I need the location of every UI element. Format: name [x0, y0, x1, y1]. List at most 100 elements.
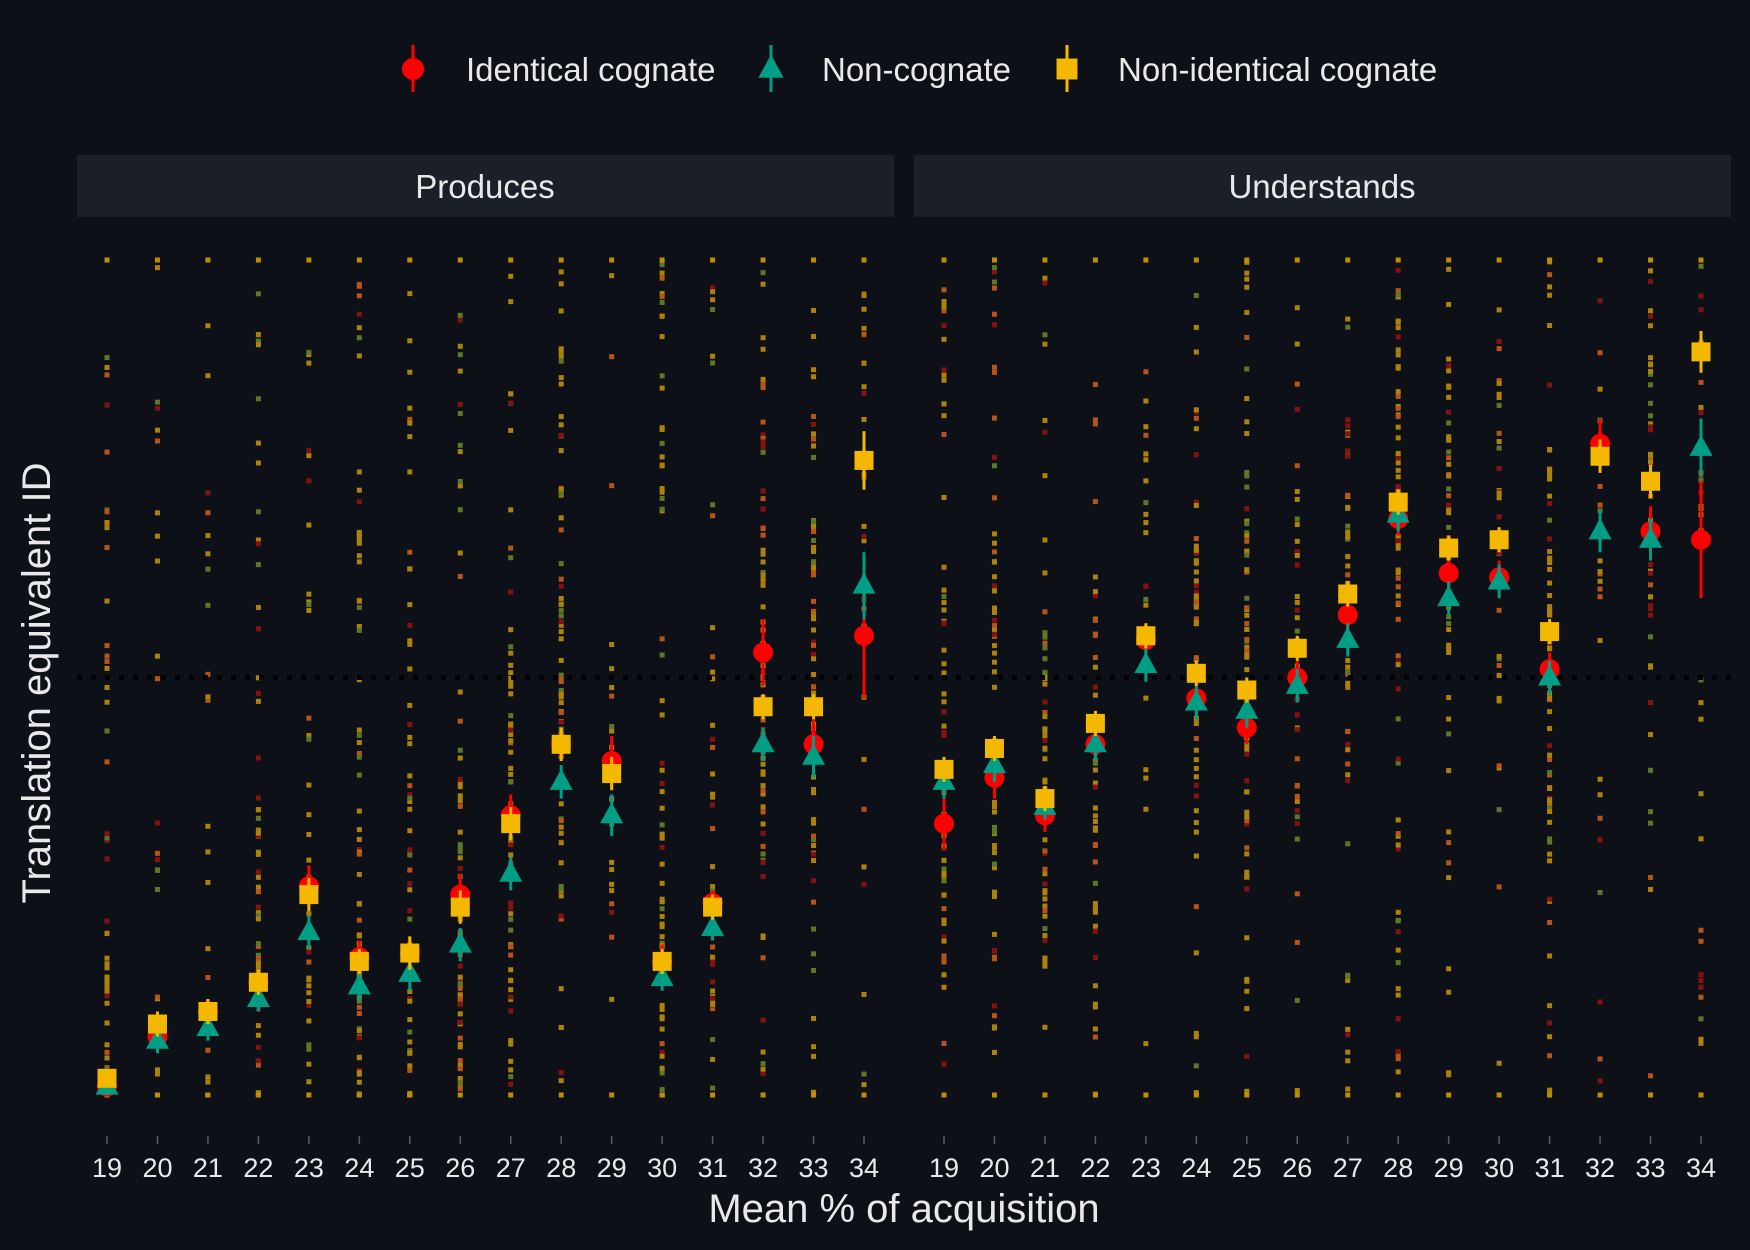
raw-point — [508, 1067, 514, 1073]
raw-point — [457, 401, 463, 407]
raw-point — [760, 559, 766, 565]
raw-point — [1345, 747, 1351, 753]
raw-point — [760, 488, 766, 494]
raw-point — [659, 385, 665, 391]
raw-point — [457, 784, 463, 790]
raw-point — [1547, 1034, 1553, 1040]
raw-point — [1446, 473, 1452, 479]
raw-point — [941, 287, 947, 293]
x-tick-label: 22 — [243, 1153, 273, 1183]
data-point — [854, 450, 874, 470]
raw-point — [941, 1061, 947, 1067]
raw-point — [508, 738, 514, 744]
raw-point — [1042, 727, 1048, 733]
raw-point — [457, 1062, 463, 1068]
raw-point — [991, 617, 997, 623]
raw-point — [1547, 593, 1553, 599]
raw-point — [457, 963, 463, 969]
raw-point — [609, 693, 615, 699]
raw-point — [941, 920, 947, 926]
raw-point — [1648, 257, 1654, 263]
raw-point — [1496, 662, 1502, 668]
raw-point — [306, 857, 312, 863]
raw-point — [1092, 767, 1098, 773]
raw-point — [407, 887, 413, 893]
raw-point — [1698, 404, 1704, 410]
raw-point — [1547, 858, 1553, 864]
raw-point — [710, 307, 716, 313]
raw-point — [255, 815, 261, 821]
raw-point — [760, 830, 766, 836]
raw-point — [1042, 714, 1048, 720]
raw-point — [1244, 636, 1250, 642]
raw-point — [457, 1086, 463, 1092]
raw-point — [558, 607, 564, 613]
data-point — [650, 965, 674, 987]
raw-point — [1244, 845, 1250, 851]
raw-point — [558, 818, 564, 824]
data-point — [751, 731, 775, 753]
raw-point — [609, 724, 615, 730]
raw-point — [1244, 652, 1250, 658]
raw-point — [1648, 308, 1654, 314]
raw-point — [991, 415, 997, 421]
raw-point — [457, 1066, 463, 1072]
raw-point — [991, 463, 997, 469]
raw-point — [1345, 523, 1351, 529]
raw-point — [659, 913, 665, 919]
raw-point — [205, 323, 211, 329]
raw-point — [356, 499, 362, 505]
raw-point — [508, 911, 514, 917]
raw-point — [811, 820, 817, 826]
raw-point — [1244, 473, 1250, 479]
raw-point — [1547, 896, 1553, 902]
raw-point — [1193, 547, 1199, 553]
legend-item-non-cognate: Non-cognate — [758, 45, 1011, 92]
raw-point — [356, 1092, 362, 1098]
raw-point — [991, 588, 997, 594]
raw-point — [154, 676, 160, 682]
raw-point — [941, 917, 947, 923]
data-point — [1136, 626, 1156, 646]
raw-point — [1042, 669, 1048, 675]
raw-point — [760, 335, 766, 341]
raw-point — [1143, 806, 1149, 812]
data-point — [347, 973, 371, 995]
raw-point — [991, 931, 997, 937]
raw-point — [356, 325, 362, 331]
raw-point — [508, 545, 514, 551]
raw-point — [558, 619, 564, 625]
raw-point — [1042, 956, 1048, 962]
raw-point — [306, 1018, 312, 1024]
raw-point — [659, 767, 665, 773]
raw-point — [941, 866, 947, 872]
raw-point — [255, 1058, 261, 1064]
raw-point — [1395, 947, 1401, 953]
raw-point — [508, 1074, 514, 1080]
raw-point — [1092, 923, 1098, 929]
raw-point — [508, 837, 514, 843]
raw-point — [991, 559, 997, 565]
raw-point — [255, 910, 261, 916]
data-point — [450, 897, 470, 917]
raw-point — [356, 827, 362, 833]
raw-point — [1648, 700, 1654, 706]
raw-point — [1395, 334, 1401, 340]
data-point — [97, 1068, 117, 1088]
raw-point — [1092, 1026, 1098, 1032]
raw-point — [356, 727, 362, 733]
raw-point — [1698, 677, 1704, 683]
raw-point — [1597, 792, 1603, 798]
raw-point — [306, 911, 312, 917]
raw-point — [991, 894, 997, 900]
raw-point — [1446, 384, 1452, 390]
raw-point — [356, 933, 362, 939]
raw-point — [508, 662, 514, 668]
raw-point — [306, 453, 312, 459]
raw-point — [154, 533, 160, 539]
raw-point — [1496, 884, 1502, 890]
raw-point — [306, 959, 312, 965]
raw-point — [710, 995, 716, 1001]
raw-point — [457, 1035, 463, 1041]
x-tick-label: 28 — [546, 1153, 576, 1183]
